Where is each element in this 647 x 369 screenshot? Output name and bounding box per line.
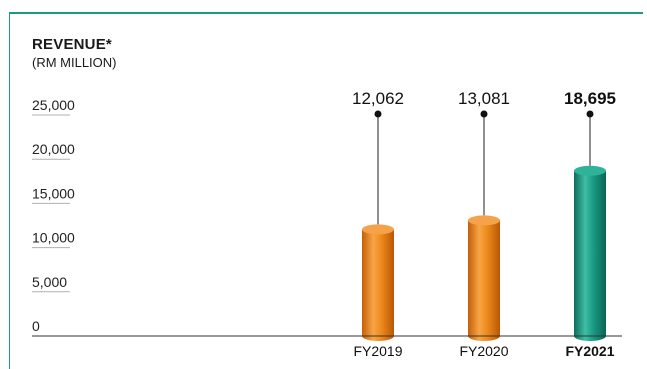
bar-top-cap [574,165,606,176]
value-label: 18,695 [564,89,616,108]
bar [574,170,606,336]
bar-top-cap [362,224,394,235]
y-tick-label: 5,000 [32,274,67,290]
value-label: 13,081 [458,89,510,108]
leader-dot [480,110,488,118]
bar-group: 12,062 [352,89,404,341]
value-label: 12,062 [352,89,404,108]
y-tick-label: 15,000 [32,185,75,201]
bar-top-cap [468,215,500,226]
bar [468,220,500,336]
y-tick-label: 25,000 [32,97,75,113]
bar-group: 18,695 [564,89,616,341]
bar [362,229,394,336]
x-tick-label: FY2019 [353,343,402,359]
x-tick-label: FY2021 [565,343,614,359]
leader-dot [374,110,382,118]
frame-left-border [9,12,10,369]
y-tick-label: 20,000 [32,141,75,157]
frame-top-border [9,12,643,14]
leader-dot [586,110,594,118]
chart-title: REVENUE* [32,36,112,53]
y-tick-label: 10,000 [32,230,75,246]
y-tick-label: 0 [32,318,40,334]
chart-subtitle: (RM MILLION) [32,55,117,70]
x-tick-label: FY2020 [459,343,508,359]
bar-group: 13,081 [458,89,510,341]
